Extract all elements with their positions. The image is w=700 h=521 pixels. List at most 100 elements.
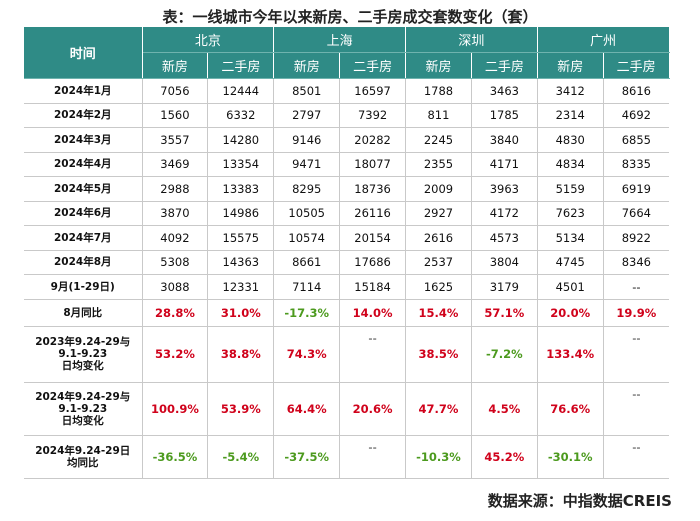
row-label: 2024年9.24-29日 均同比	[24, 435, 143, 479]
table-cell: 5159	[537, 176, 604, 202]
table-cell: 7623	[537, 201, 604, 226]
table-cell: 14986	[207, 201, 275, 226]
table-cell: 3557	[142, 127, 209, 153]
change-cell: 47.7%	[405, 382, 472, 436]
row-label-line: 9.1-9.23	[58, 348, 108, 360]
table-cell: 3870	[142, 201, 209, 226]
table-cell: 8346	[603, 250, 670, 275]
table-title: 表：一线城市今年以来新房、二手房成交套数变化（套）	[162, 8, 538, 26]
table-cell: 20154	[339, 225, 407, 251]
table-cell: 2797	[273, 103, 341, 128]
header-sub-second: 二手房	[207, 52, 275, 79]
change-cell: 64.4%	[273, 382, 341, 436]
change-row: 2023年9.24-29与 9.1-9.23 日均变化 53.2% 38.8% 74.3%…	[24, 326, 670, 383]
table-cell: 8335	[603, 152, 670, 177]
change-cell: -17.3%	[273, 299, 341, 327]
change-row: 8月同比 28.8% 31.0% -17.3% 14.0% 15.4% 57.1% 20.0%…	[24, 299, 670, 327]
change-cell: 19.9%	[603, 299, 670, 327]
data-table: 时间 北京 上海 深圳 广州 新房 二手房 新房 二手房 新房 二手房 新房 二…	[24, 27, 670, 479]
change-cell: 38.5%	[405, 326, 472, 383]
change-cell: 100.9%	[142, 382, 209, 436]
header-city-shanghai: 上海	[273, 27, 407, 53]
row-label: 2024年7月	[24, 225, 143, 251]
header-city-shenzhen: 深圳	[405, 27, 538, 53]
table-cell: 6919	[603, 176, 670, 202]
change-cell: -37.5%	[273, 435, 341, 479]
row-label: 2024年4月	[24, 152, 143, 177]
change-cell: 31.0%	[207, 299, 275, 327]
table-cell: 10574	[273, 225, 341, 251]
table-cell: 3963	[471, 176, 538, 202]
table-cell: 4172	[471, 201, 538, 226]
table-cell: 7664	[603, 201, 670, 226]
change-cell: 53.2%	[142, 326, 209, 383]
row-label: 9月(1-29日)	[24, 274, 143, 300]
row-label: 2024年6月	[24, 201, 143, 226]
change-cell: 15.4%	[405, 299, 472, 327]
table-cell: 16597	[339, 78, 407, 104]
table-row: 2024年4月 3469 13354 9471 18077 2355 4171 4834 833…	[24, 152, 670, 177]
table-cell: 8922	[603, 225, 670, 251]
table-cell: 20282	[339, 127, 407, 153]
table-cell: 18077	[339, 152, 407, 177]
table-cell: 7392	[339, 103, 407, 128]
row-label: 2024年9.24-29与 9.1-9.23 日均变化	[24, 382, 143, 436]
row-label-line: 2023年9.24-29与	[35, 336, 131, 348]
change-cell: 4.5%	[471, 382, 538, 436]
row-label-line: 9.1-9.23	[58, 402, 108, 415]
row-label: 2024年5月	[24, 176, 143, 202]
header-sub-new: 新房	[537, 52, 604, 79]
table-row: 2024年1月 7056 12444 8501 16597 1788 3463 3412 861…	[24, 78, 670, 104]
table-cell: 4692	[603, 103, 670, 128]
table-cell: 3840	[471, 127, 538, 153]
change-cell: 14.0%	[339, 299, 407, 327]
change-cell: -30.1%	[537, 435, 604, 479]
table-cell: 3469	[142, 152, 209, 177]
table-cell: 4501	[537, 274, 604, 300]
table-cell: 14280	[207, 127, 275, 153]
table-cell: 2314	[537, 103, 604, 128]
change-cell: -36.5%	[142, 435, 209, 479]
row-label: 2024年1月	[24, 78, 143, 104]
row-label-line: 日均变化	[61, 360, 104, 372]
change-cell: --	[339, 326, 407, 383]
change-cell: 76.6%	[537, 382, 604, 436]
table-row: 2024年3月 3557 14280 9146 20282 2245 3840 4830 685…	[24, 127, 670, 153]
header-sub-new: 新房	[405, 52, 472, 79]
table-cell: 2245	[405, 127, 472, 153]
row-label-line: 日均变化	[61, 414, 104, 427]
change-cell: 57.1%	[471, 299, 538, 327]
row-label: 2023年9.24-29与 9.1-9.23 日均变化	[24, 326, 143, 383]
change-cell: --	[603, 382, 670, 436]
table-cell: 17686	[339, 250, 407, 275]
table-cell: 4745	[537, 250, 604, 275]
table-cell: 13383	[207, 176, 275, 202]
row-label-line: 2024年9.24-29与	[35, 390, 131, 403]
table-cell: 8661	[273, 250, 341, 275]
row-label-line: 均同比	[67, 456, 99, 469]
change-cell: 74.3%	[273, 326, 341, 383]
table-cell: 6332	[207, 103, 275, 128]
change-row: 2024年9.24-29与 9.1-9.23 日均变化 100.9% 53.9% 64.4…	[24, 382, 670, 436]
change-cell: 133.4%	[537, 326, 604, 383]
change-cell: 20.6%	[339, 382, 407, 436]
table-cell: 4834	[537, 152, 604, 177]
header-sub-new: 新房	[142, 52, 209, 79]
table-cell: 8501	[273, 78, 341, 104]
change-cell: 38.8%	[207, 326, 275, 383]
table-cell: 2616	[405, 225, 472, 251]
row-label: 2024年8月	[24, 250, 143, 275]
table-cell: 2927	[405, 201, 472, 226]
table-cell: 5308	[142, 250, 209, 275]
table-cell: 9471	[273, 152, 341, 177]
change-cell: -5.4%	[207, 435, 275, 479]
change-cell: --	[339, 435, 407, 479]
header-sub-second: 二手房	[339, 52, 407, 79]
table-row: 9月(1-29日) 3088 12331 7114 15184 1625 3179 4501-…	[24, 274, 670, 300]
table-cell: 8295	[273, 176, 341, 202]
table-cell: 1560	[142, 103, 209, 128]
table-cell: 12331	[207, 274, 275, 300]
table-cell: 15575	[207, 225, 275, 251]
header-time: 时间	[24, 27, 143, 79]
row-label-line: 8月同比	[63, 306, 103, 319]
